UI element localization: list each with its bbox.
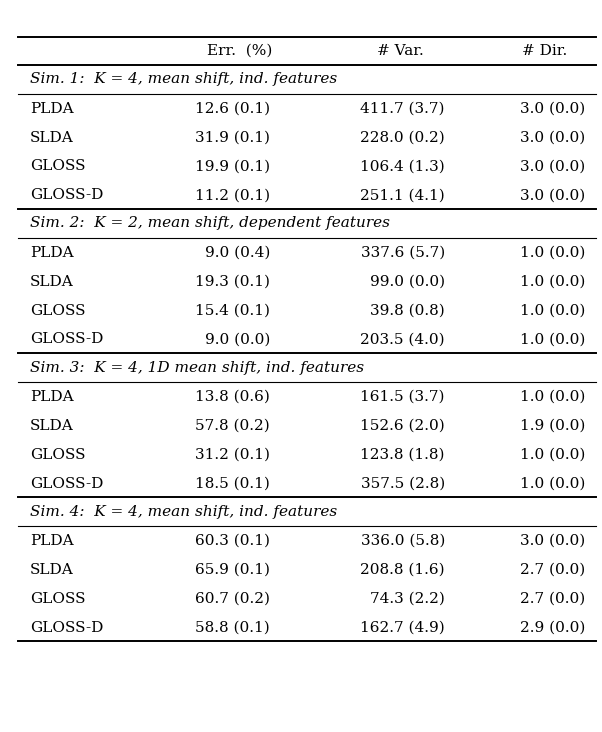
Text: 15.4 (0.1): 15.4 (0.1) [195,304,270,318]
Text: 9.0 (0.0): 9.0 (0.0) [205,332,270,346]
Text: 337.6 (5.7): 337.6 (5.7) [361,246,445,260]
Text: SLDA: SLDA [30,130,74,145]
Text: 3.0 (0.0): 3.0 (0.0) [520,160,585,173]
Text: PLDA: PLDA [30,534,73,548]
Text: PLDA: PLDA [30,390,73,404]
Text: Err.  (%): Err. (%) [207,44,273,58]
Text: 1.0 (0.0): 1.0 (0.0) [520,448,585,462]
Text: 203.5 (4.0): 203.5 (4.0) [361,332,445,346]
Text: 357.5 (2.8): 357.5 (2.8) [361,477,445,490]
Text: GLOSS: GLOSS [30,591,85,606]
Text: SLDA: SLDA [30,274,74,288]
Text: 3.0 (0.0): 3.0 (0.0) [520,534,585,548]
Text: GLOSS-D: GLOSS-D [30,332,104,346]
Text: 58.8 (0.1): 58.8 (0.1) [195,621,270,635]
Text: 411.7 (3.7): 411.7 (3.7) [361,102,445,116]
Text: 2.7 (0.0): 2.7 (0.0) [520,591,585,606]
Text: 19.3 (0.1): 19.3 (0.1) [195,274,270,288]
Text: 57.8 (0.2): 57.8 (0.2) [195,419,270,433]
Text: 65.9 (0.1): 65.9 (0.1) [195,563,270,577]
Text: 99.0 (0.0): 99.0 (0.0) [370,274,445,288]
Text: 31.2 (0.1): 31.2 (0.1) [195,448,270,462]
Text: GLOSS-D: GLOSS-D [30,477,104,490]
Text: 39.8 (0.8): 39.8 (0.8) [370,304,445,318]
Text: # Var.: # Var. [377,44,423,58]
Text: 19.9 (0.1): 19.9 (0.1) [195,160,270,173]
Text: 251.1 (4.1): 251.1 (4.1) [360,188,445,202]
Text: 3.0 (0.0): 3.0 (0.0) [520,102,585,116]
Text: GLOSS: GLOSS [30,160,85,173]
Text: GLOSS-D: GLOSS-D [30,188,104,202]
Text: Sim. 4:  K = 4, mean shift, ind. features: Sim. 4: K = 4, mean shift, ind. features [30,504,337,518]
Text: 18.5 (0.1): 18.5 (0.1) [195,477,270,490]
Text: GLOSS: GLOSS [30,304,85,318]
Text: 1.9 (0.0): 1.9 (0.0) [520,419,585,433]
Text: 1.0 (0.0): 1.0 (0.0) [520,246,585,260]
Text: 228.0 (0.2): 228.0 (0.2) [360,130,445,145]
Text: GLOSS: GLOSS [30,448,85,462]
Text: 11.2 (0.1): 11.2 (0.1) [195,188,270,202]
Text: PLDA: PLDA [30,246,73,260]
Text: PLDA: PLDA [30,102,73,116]
Text: 208.8 (1.6): 208.8 (1.6) [361,563,445,577]
Text: 336.0 (5.8): 336.0 (5.8) [361,534,445,548]
Text: SLDA: SLDA [30,419,74,433]
Text: 1.0 (0.0): 1.0 (0.0) [520,274,585,288]
Text: 31.9 (0.1): 31.9 (0.1) [195,130,270,145]
Text: 106.4 (1.3): 106.4 (1.3) [360,160,445,173]
Text: 1.0 (0.0): 1.0 (0.0) [520,304,585,318]
Text: # Dir.: # Dir. [523,44,568,58]
Text: 2.7 (0.0): 2.7 (0.0) [520,563,585,577]
Text: 152.6 (2.0): 152.6 (2.0) [360,419,445,433]
Text: 1.0 (0.0): 1.0 (0.0) [520,477,585,490]
Text: 2.9 (0.0): 2.9 (0.0) [520,621,585,635]
Text: Sim. 2:  K = 2, mean shift, dependent features: Sim. 2: K = 2, mean shift, dependent fea… [30,217,390,231]
Text: 1.0 (0.0): 1.0 (0.0) [520,390,585,404]
Text: 161.5 (3.7): 161.5 (3.7) [361,390,445,404]
Text: 13.8 (0.6): 13.8 (0.6) [195,390,270,404]
Text: 3.0 (0.0): 3.0 (0.0) [520,130,585,145]
Text: 1.0 (0.0): 1.0 (0.0) [520,332,585,346]
Text: GLOSS-D: GLOSS-D [30,621,104,635]
Text: Sim. 3:  K = 4, 1D mean shift, ind. features: Sim. 3: K = 4, 1D mean shift, ind. featu… [30,360,364,375]
Text: 74.3 (2.2): 74.3 (2.2) [370,591,445,606]
Text: SLDA: SLDA [30,563,74,577]
Text: 12.6 (0.1): 12.6 (0.1) [195,102,270,116]
Text: 3.0 (0.0): 3.0 (0.0) [520,188,585,202]
Text: Sim. 1:  K = 4, mean shift, ind. features: Sim. 1: K = 4, mean shift, ind. features [30,72,337,86]
Text: 60.7 (0.2): 60.7 (0.2) [195,591,270,606]
Text: 60.3 (0.1): 60.3 (0.1) [195,534,270,548]
Text: 9.0 (0.4): 9.0 (0.4) [205,246,270,260]
Text: 162.7 (4.9): 162.7 (4.9) [360,621,445,635]
Text: 123.8 (1.8): 123.8 (1.8) [361,448,445,462]
